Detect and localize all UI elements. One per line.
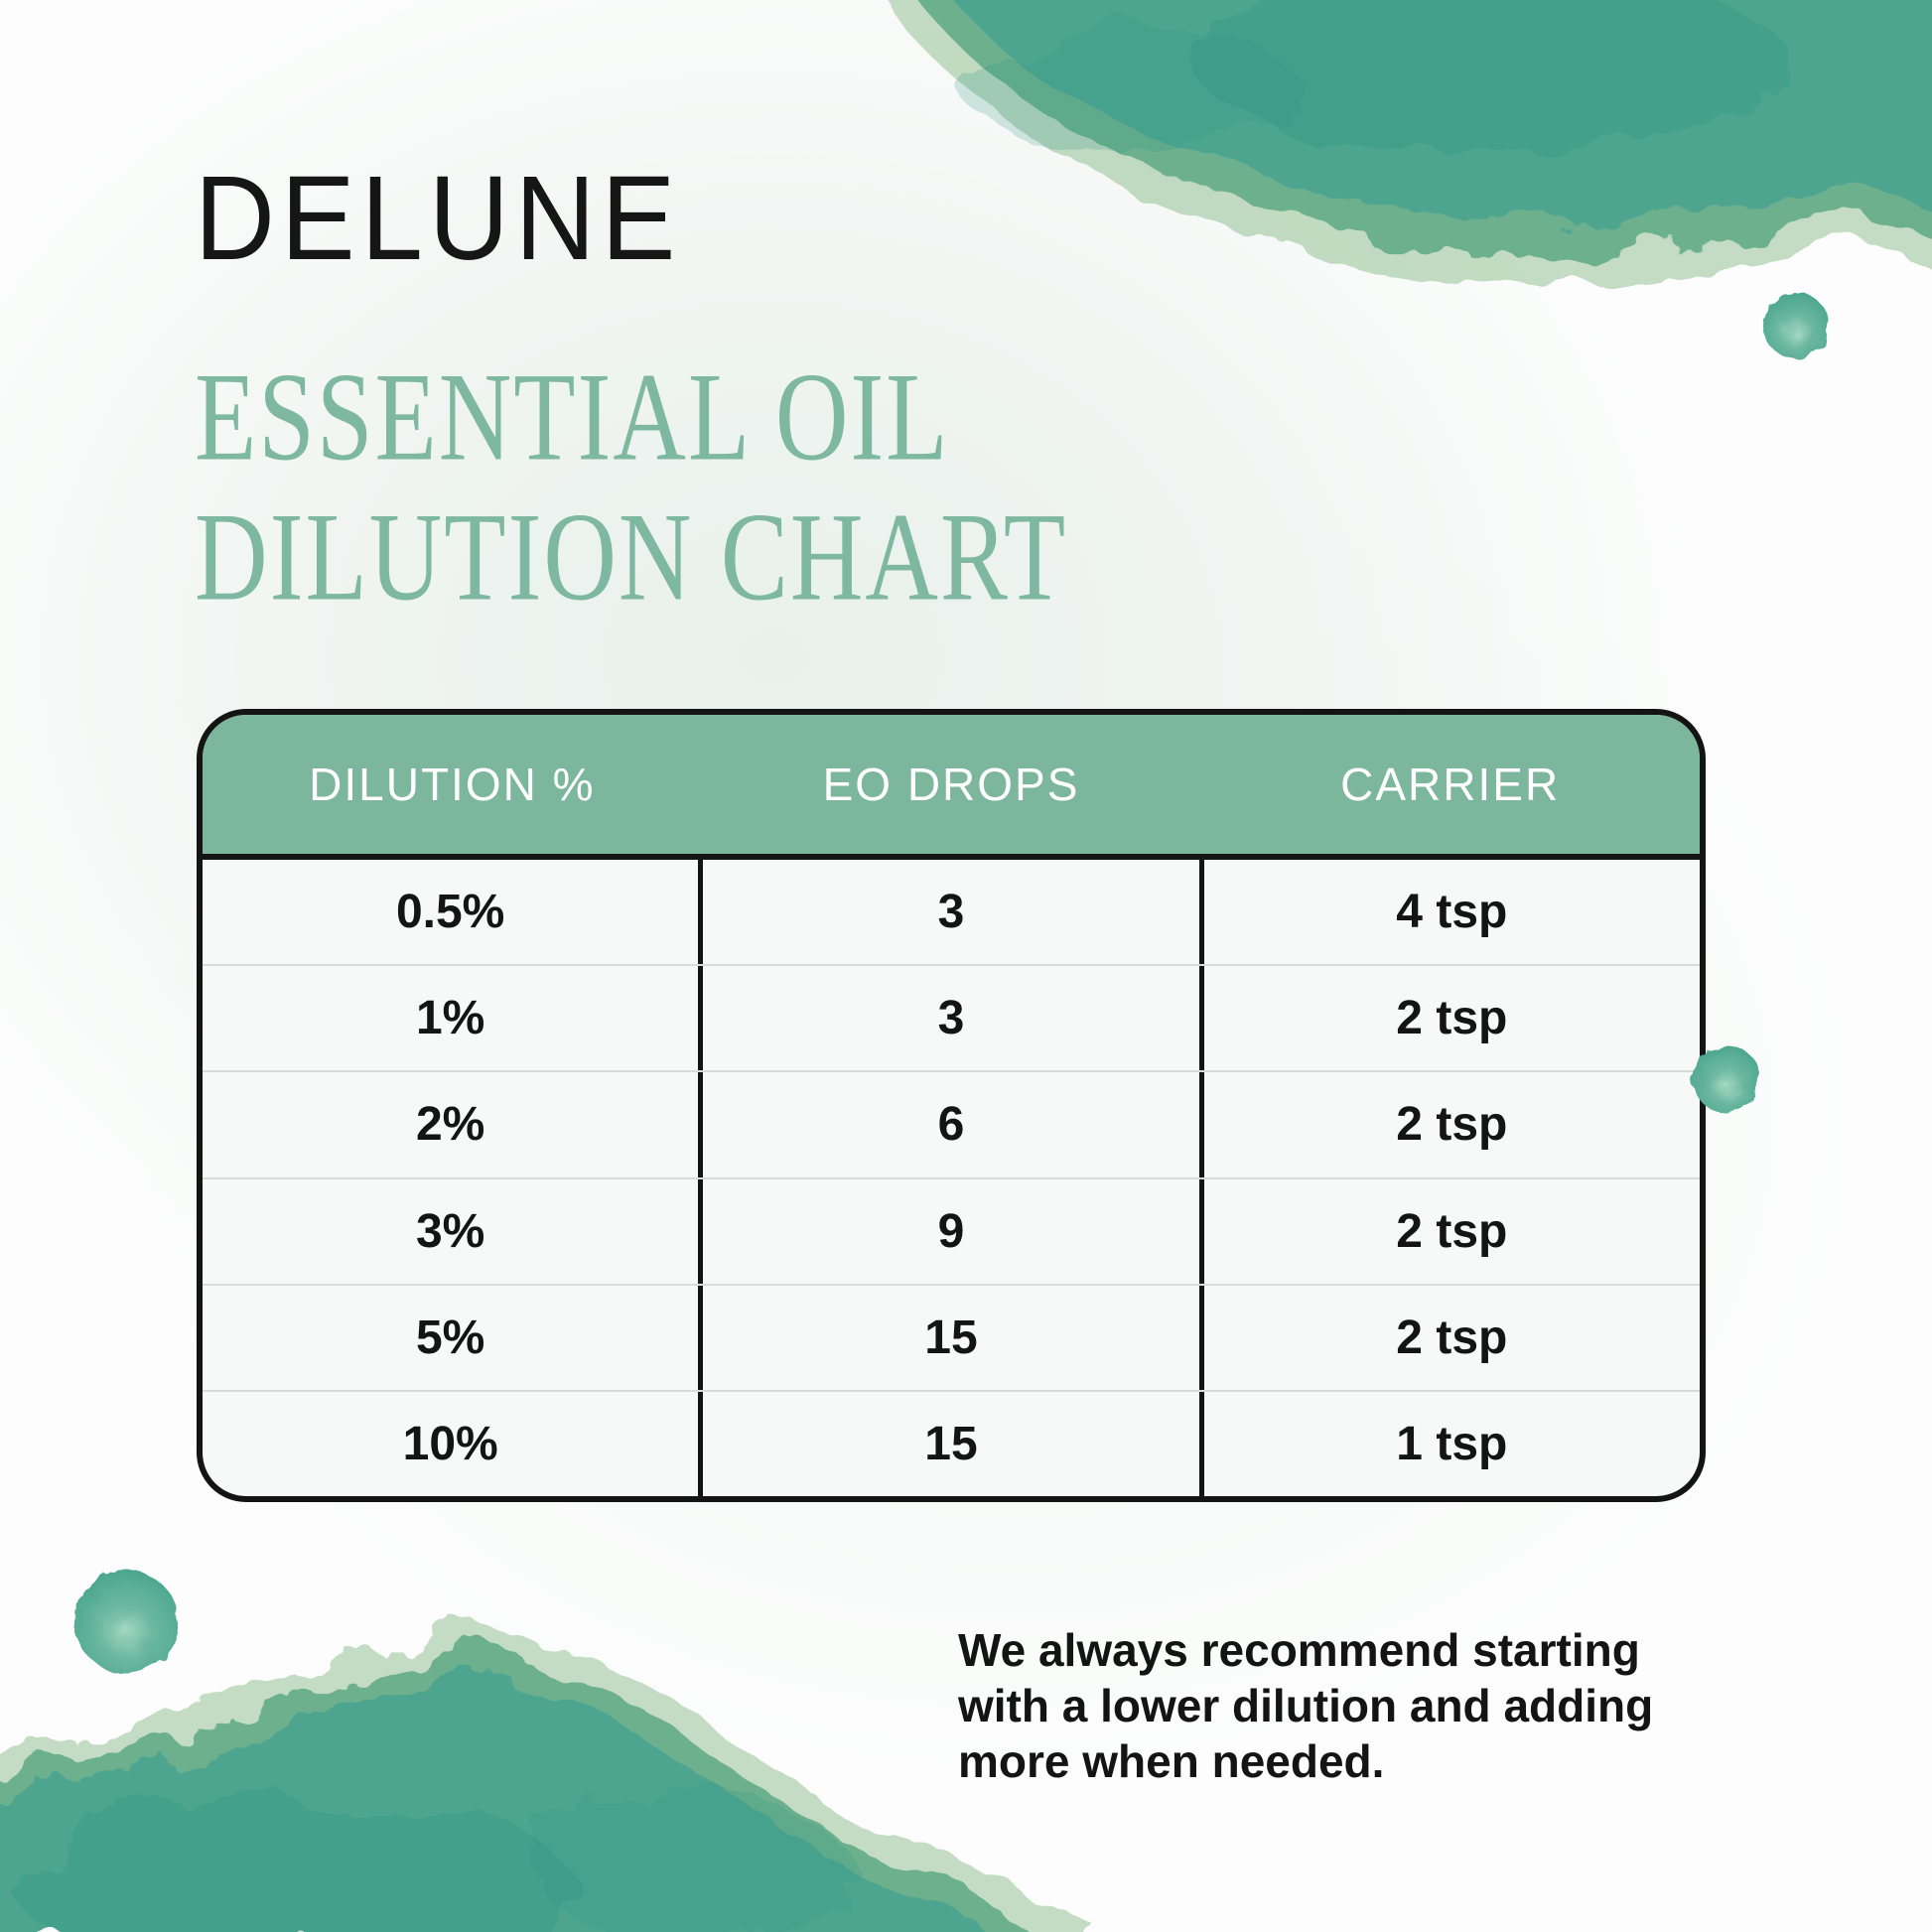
table-cell-carrier: 2 tsp <box>1198 1178 1700 1284</box>
page-title-line-1: ESSENTIAL OIL <box>195 347 950 487</box>
table-row: 0.5% 3 4 tsp <box>203 860 1700 965</box>
table-row: 5% 15 2 tsp <box>203 1283 1700 1390</box>
table-header-row: DILUTION % EO DROPS CARRIER <box>203 715 1700 860</box>
dilution-table: DILUTION % EO DROPS CARRIER 0.5% 3 4 tsp 1… <box>197 709 1706 1502</box>
column-header: CARRIER <box>1340 759 1561 810</box>
table-cell-carrier: 4 tsp <box>1198 860 1700 965</box>
column-header: DILUTION % <box>309 759 596 810</box>
table-cell-dilution: 3% <box>415 1204 485 1258</box>
table-cell-dilution: 10% <box>402 1417 498 1470</box>
table-cell-dilution: 5% <box>415 1311 485 1364</box>
table-cell-dilution: 0.5% <box>395 886 505 939</box>
table-cell-carrier: 2 tsp <box>1198 1285 1700 1390</box>
table-cell-carrier: 2 tsp <box>1198 1072 1700 1177</box>
table-row: 3% 9 2 tsp <box>203 1176 1700 1284</box>
table-cell-dilution: 2% <box>415 1098 485 1152</box>
table-row: 1% 3 2 tsp <box>203 964 1700 1071</box>
column-header: EO DROPS <box>822 759 1080 810</box>
table-cell-eo-drops: 3 <box>698 860 1198 965</box>
table-cell-eo-drops: 6 <box>698 1072 1198 1177</box>
table-cell-carrier: 1 tsp <box>1198 1391 1700 1496</box>
table-cell-eo-drops: 9 <box>698 1178 1198 1284</box>
table-cell-dilution: 1% <box>415 992 485 1045</box>
table-cell-eo-drops: 3 <box>698 966 1198 1071</box>
brand-logo: DELUNE <box>195 151 682 286</box>
table-row: 2% 6 2 tsp <box>203 1070 1700 1177</box>
table-cell-eo-drops: 15 <box>698 1391 1198 1496</box>
table-cell-eo-drops: 15 <box>698 1285 1198 1390</box>
table-body: 0.5% 3 4 tsp 1% 3 2 tsp 2% 6 2 tsp 3% 9 … <box>203 860 1700 1496</box>
page-title-line-2: DILUTION CHART <box>195 487 1068 627</box>
table-cell-carrier: 2 tsp <box>1198 966 1700 1071</box>
recommendation-note: We always recommend starting with a lowe… <box>958 1624 1654 1788</box>
table-row: 10% 15 1 tsp <box>203 1389 1700 1496</box>
